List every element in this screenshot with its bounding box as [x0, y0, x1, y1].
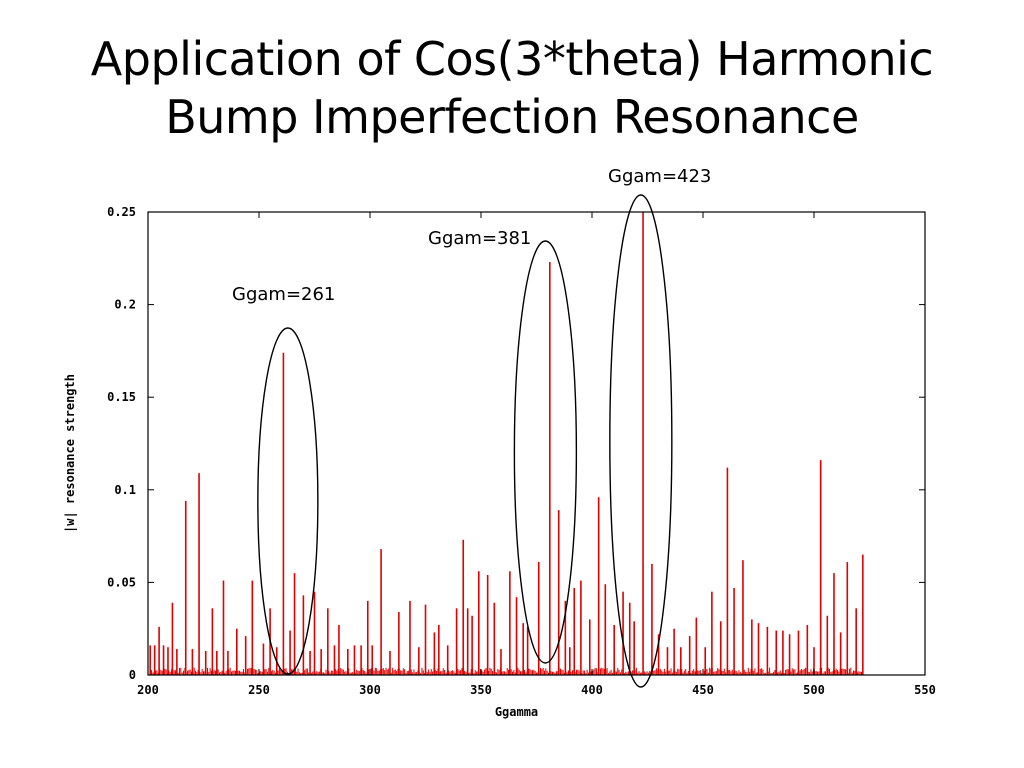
x-tick-label: 200 [137, 683, 159, 697]
y-tick-label: 0.25 [107, 205, 136, 219]
x-tick-label: 450 [692, 683, 714, 697]
slide-title-line-2: Bump Imperfection Resonance [165, 90, 859, 144]
y-tick-label: 0 [129, 668, 136, 682]
highlight-ellipse-423 [609, 194, 673, 688]
slide-title-line-1: Application of Cos(3*theta) Harmonic [90, 32, 934, 86]
x-tick-label: 500 [803, 683, 825, 697]
annotation-ggam-423: Ggam=423 [608, 166, 712, 187]
highlight-ellipse-261 [257, 327, 319, 675]
y-tick-label: 0.15 [107, 390, 136, 404]
x-tick-label: 400 [581, 683, 603, 697]
y-tick-label: 0.2 [114, 298, 136, 312]
plot-frame [147, 211, 926, 676]
y-tick-label: 0.1 [114, 483, 136, 497]
x-tick-label: 300 [359, 683, 381, 697]
annotation-ggam-381: Ggam=381 [428, 228, 532, 249]
x-tick-label: 550 [914, 683, 936, 697]
x-tick-label: 250 [248, 683, 270, 697]
slide-title: Application of Cos(3*theta) Harmonic Bum… [0, 30, 1024, 146]
y-axis-label: |w| resonance strength [63, 374, 77, 533]
y-tick-label: 0.05 [107, 575, 136, 589]
highlight-ellipse-381 [513, 240, 578, 664]
annotation-ggam-261: Ggam=261 [232, 284, 336, 305]
x-tick-label: 350 [470, 683, 492, 697]
x-axis-label: Ggamma [495, 705, 538, 719]
